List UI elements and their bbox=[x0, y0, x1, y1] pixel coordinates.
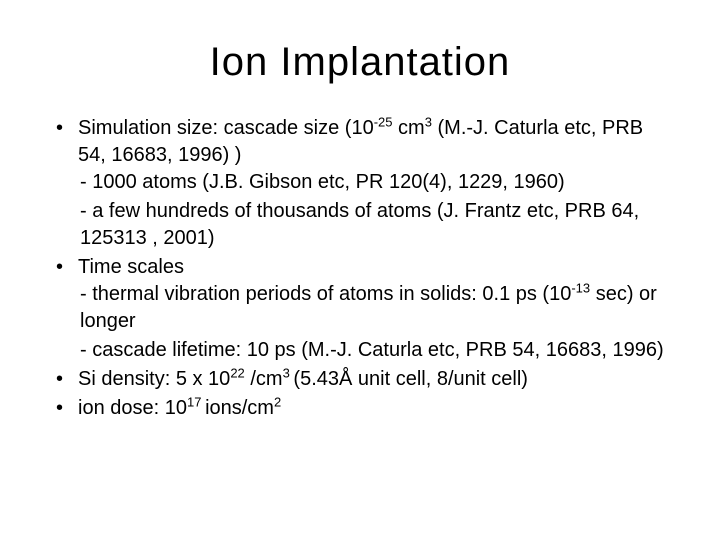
slide-body: Simulation size: cascade size (10-25 cm3… bbox=[50, 115, 670, 422]
superscript: -13 bbox=[571, 280, 590, 295]
bullet-item: ion dose: 1017 ions/cm2 bbox=[50, 395, 670, 422]
bullet-item: Si density: 5 x 1022 /cm3 (5.43Å unit ce… bbox=[50, 366, 670, 393]
text-run: Si density: 5 x 10 bbox=[78, 368, 230, 390]
text-run: - a few hundreds of thousands of atoms (… bbox=[80, 200, 639, 249]
superscript: 3 bbox=[283, 365, 294, 380]
text-run: ion dose: 10 bbox=[78, 397, 187, 419]
text-run: - cascade lifetime: 10 ps (M.-J. Caturla… bbox=[80, 339, 664, 361]
superscript: -25 bbox=[374, 114, 393, 129]
superscript: 3 bbox=[425, 114, 432, 129]
text-run: - thermal vibration periods of atoms in … bbox=[80, 283, 571, 305]
text-run: Simulation size: cascade size (10 bbox=[78, 117, 374, 139]
text-run: - 1000 atoms (J.B. Gibson etc, PR 120(4)… bbox=[80, 171, 565, 193]
text-run: cm bbox=[393, 117, 425, 139]
sub-item: - cascade lifetime: 10 ps (M.-J. Caturla… bbox=[78, 337, 670, 364]
bullet-item: Time scales - thermal vibration periods … bbox=[50, 254, 670, 364]
superscript: 2 bbox=[274, 394, 281, 409]
text-run: ions/cm bbox=[205, 397, 274, 419]
bullet-text: Si density: 5 x 1022 /cm3 (5.43Å unit ce… bbox=[78, 368, 528, 390]
sub-list: - thermal vibration periods of atoms in … bbox=[78, 281, 670, 364]
text-run: /cm bbox=[245, 368, 283, 390]
superscript: 22 bbox=[230, 365, 244, 380]
superscript: 17 bbox=[187, 394, 205, 409]
bullet-list: Simulation size: cascade size (10-25 cm3… bbox=[50, 115, 670, 422]
sub-item: - 1000 atoms (J.B. Gibson etc, PR 120(4)… bbox=[78, 169, 670, 196]
bullet-text: Simulation size: cascade size (10-25 cm3… bbox=[78, 117, 643, 166]
bullet-text: Time scales bbox=[78, 256, 184, 278]
slide-title: Ion Implantation bbox=[50, 40, 670, 85]
sub-list: - 1000 atoms (J.B. Gibson etc, PR 120(4)… bbox=[78, 169, 670, 252]
slide: Ion Implantation Simulation size: cascad… bbox=[0, 0, 720, 540]
bullet-text: ion dose: 1017 ions/cm2 bbox=[78, 397, 281, 419]
text-run: (5.43Å unit cell, 8/unit cell) bbox=[293, 368, 528, 390]
bullet-item: Simulation size: cascade size (10-25 cm3… bbox=[50, 115, 670, 252]
sub-item: - thermal vibration periods of atoms in … bbox=[78, 281, 670, 335]
sub-item: - a few hundreds of thousands of atoms (… bbox=[78, 198, 670, 252]
